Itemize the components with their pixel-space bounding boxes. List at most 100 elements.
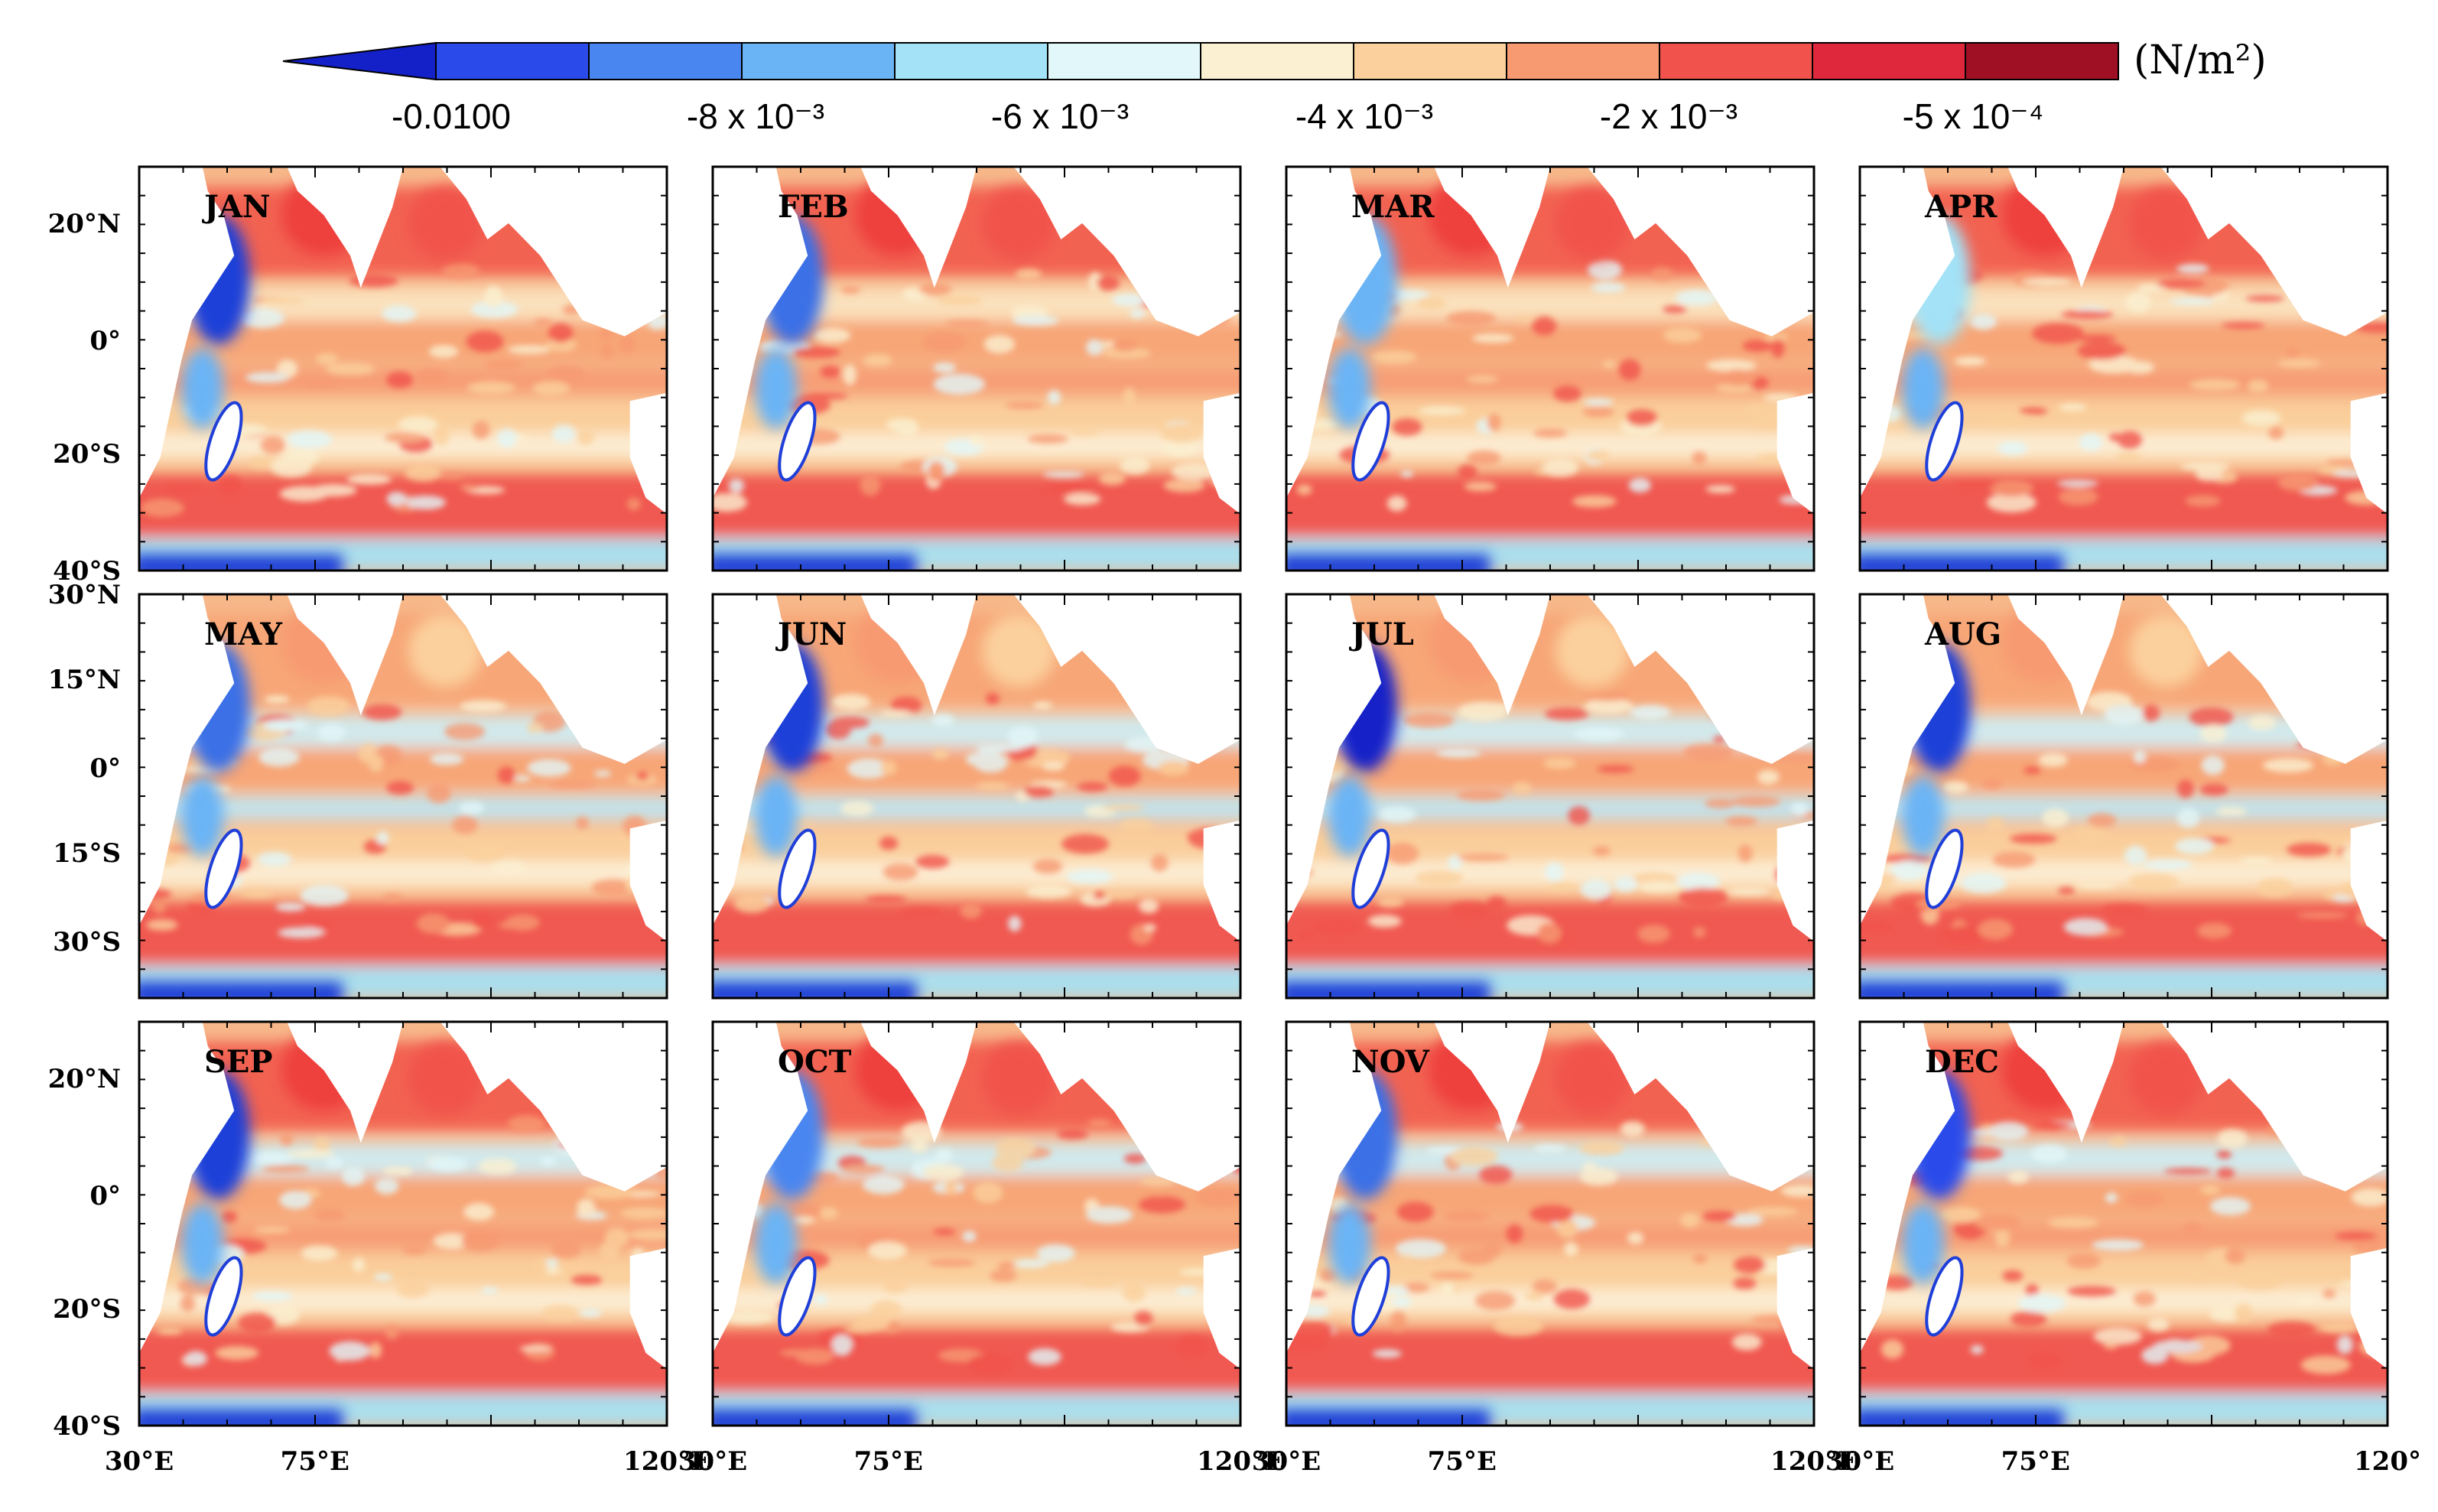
land-mass (2350, 820, 2388, 942)
land-mass (440, 167, 667, 337)
land-mass (139, 1022, 235, 1353)
land-mass (2350, 1247, 2388, 1370)
land-mass (713, 1022, 808, 1353)
x-axis-label: 75°E (2001, 1446, 2070, 1477)
land-mass (1203, 1247, 1240, 1370)
y-axis-label: 15°N (48, 665, 121, 695)
colorbar-segment (588, 42, 743, 80)
land-mass (629, 392, 667, 515)
land-mass (1776, 820, 1814, 942)
land-mass (1286, 1022, 1382, 1353)
land-mass (287, 594, 403, 716)
y-axis-label: 20°S (53, 1294, 121, 1325)
colorbar-segment (1353, 42, 1507, 80)
land-mass (287, 1022, 403, 1143)
month-label: JUN (775, 616, 847, 652)
y-axis-label: 15°S (53, 838, 121, 869)
land-mass (1286, 167, 1382, 498)
land-mass (1013, 167, 1240, 337)
y-axis-label: 20°N (48, 1064, 121, 1094)
x-axis-label: 120°E (623, 1446, 710, 1477)
land-mass (629, 1247, 667, 1370)
colorbar-tick-label: -4 x 10⁻³ (1295, 96, 1433, 136)
land-mass (440, 594, 667, 764)
y-axis-label: 40°S (53, 1411, 121, 1442)
land-mass (1203, 820, 1240, 942)
x-axis-label: 75°E (1428, 1446, 1497, 1477)
y-axis-label: 0° (89, 326, 121, 356)
land-mass (2350, 392, 2388, 515)
madagascar-island (1925, 401, 1964, 482)
land-mass (2007, 594, 2124, 716)
land-mass (1434, 594, 1550, 716)
x-axis-label: 120°E (1197, 1446, 1284, 1477)
colorbar-tick-label: -2 x 10⁻³ (1600, 96, 1737, 136)
land-mass (1587, 167, 1814, 337)
madagascar-island (1351, 401, 1390, 482)
land-mass (860, 167, 977, 288)
madagascar-island (204, 401, 243, 482)
month-label: OCT (778, 1044, 852, 1080)
map-panel-jan: JAN (138, 165, 668, 572)
month-label: JUL (1349, 616, 1414, 652)
land-mass (713, 594, 808, 925)
land-mass (1203, 392, 1240, 515)
land-mass (139, 594, 235, 925)
month-label: MAR (1351, 189, 1435, 225)
madagascar-island (204, 1256, 243, 1337)
madagascar-island (778, 828, 817, 909)
land-mass (2160, 1022, 2388, 1192)
colorbar-segment (1200, 42, 1354, 80)
colorbar-segment (894, 42, 1048, 80)
y-axis-label: 20°S (53, 439, 121, 470)
month-label: APR (1924, 189, 1998, 225)
land-mass (287, 167, 403, 288)
x-axis-label: 120°E (1770, 1446, 1858, 1477)
land-mass (2007, 167, 2124, 288)
map-panel-jun: JUN (711, 593, 1242, 1000)
map-panel-sep: SEP (138, 1020, 668, 1427)
land-mass (1776, 1247, 1814, 1370)
map-panel-feb: FEB (711, 165, 1242, 572)
land-mass (1587, 1022, 1814, 1192)
land-mass (1587, 594, 1814, 764)
month-label: FEB (778, 189, 849, 225)
land-mass (860, 1022, 977, 1143)
colorbar-segment (435, 42, 590, 80)
colorbar-lower-extension (282, 41, 437, 81)
land-mass (440, 1022, 667, 1192)
land-mass (1860, 1022, 1955, 1353)
land-mass (2160, 594, 2388, 764)
month-label: SEP (204, 1044, 272, 1080)
land-mass (1286, 594, 1382, 925)
colorbar-segment (1506, 42, 1660, 80)
land-mass (1434, 1022, 1550, 1143)
madagascar-island (778, 1256, 817, 1337)
colorbar-segment (741, 42, 896, 80)
colorbar-segment (1812, 42, 1966, 80)
map-panel-may: MAY (138, 593, 668, 1000)
land-mass (629, 820, 667, 942)
madagascar-island (778, 401, 817, 482)
madagascar-island (204, 828, 243, 909)
land-mass (1013, 1022, 1240, 1192)
y-axis-label: 20°N (48, 209, 121, 239)
land-mass (1860, 594, 1955, 925)
madagascar-island (1925, 1256, 1964, 1337)
x-axis-label: 75°E (281, 1446, 349, 1477)
map-panel-apr: APR (1858, 165, 2389, 572)
y-axis-label: 30°S (53, 927, 121, 958)
map-panel-jul: JUL (1285, 593, 1815, 1000)
land-mass (1434, 167, 1550, 288)
colorbar-tick-label: -8 x 10⁻³ (687, 96, 824, 136)
colorbar: (N/m²) -0.0100 -8 x 10⁻³ -6 x 10⁻³ -4 x 10⁻… (282, 37, 2267, 136)
x-axis-label: 30°E (105, 1446, 174, 1477)
madagascar-island (1351, 828, 1390, 909)
x-axis-label: 75°E (854, 1446, 923, 1477)
map-panel-dec: DEC (1858, 1020, 2389, 1427)
map-panel-aug: AUG (1858, 593, 2389, 1000)
land-mass (139, 167, 235, 498)
land-mass (1776, 392, 1814, 515)
y-axis-label: 0° (89, 1181, 121, 1211)
